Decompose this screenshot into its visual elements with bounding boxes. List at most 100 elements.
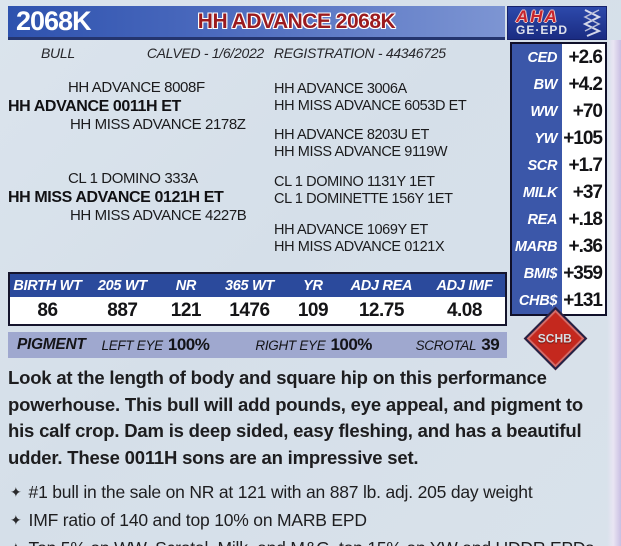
cell-value: 4.08: [446, 299, 482, 321]
highlight-text: IMF ratio of 140 and top 10% on MARB EPD: [28, 510, 367, 530]
sire-group: HH ADVANCE 8008F HH ADVANCE 0011H ET HH …: [8, 79, 270, 134]
epd-label: MILK: [512, 179, 563, 206]
cell-value: 1476: [229, 299, 270, 321]
highlight-text: #1 bull in the sale on NR at 121 with an…: [28, 482, 533, 502]
ancestor-name: HH MISS ADVANCE 9119W: [274, 143, 448, 160]
dam-name: HH MISS ADVANCE 0121H ET: [8, 189, 224, 206]
epd-label: YW: [512, 125, 563, 152]
cell-value: 121: [170, 299, 202, 321]
column-header: 205 WT: [97, 277, 147, 294]
ancestor-pair: HH ADVANCE 8203U ET HH MISS ADVANCE 9119…: [274, 127, 507, 160]
epd-label: SCR: [512, 152, 563, 179]
schb-diamond-badge: SCHB: [523, 306, 588, 371]
geepd-logo-text: GE·EPD: [516, 23, 569, 37]
ancestor-name: HH MISS ADVANCE 0121X: [274, 238, 445, 255]
performance-table: BIRTH WT 205 WT NR 365 WT YR ADJ REA ADJ…: [8, 272, 508, 326]
ancestor-name: CL 1 DOMINO 1131Y 1ET: [274, 174, 435, 190]
dna-helix-icon: [582, 9, 602, 37]
aha-geepd-logo: AHA GE·EPD: [507, 6, 607, 40]
epd-table: CED +2.6 BW +4.2 WW +70 YW +105 SCR +1: [510, 42, 607, 316]
right-eye-value: 100%: [330, 335, 372, 354]
epd-value: +105: [563, 127, 603, 149]
dam-group: CL 1 DOMINO 333A HH MISS ADVANCE 0121H E…: [8, 170, 270, 225]
pedigree-ancestors-column: HH ADVANCE 3006A HH MISS ADVANCE 6053D E…: [270, 64, 507, 262]
header-bar: 2068K HH ADVANCE 2068K: [8, 6, 505, 40]
left-eye-value: 100%: [167, 335, 210, 354]
pigment-title: PIGMENT: [17, 336, 86, 353]
sex-label: BULL: [41, 45, 75, 61]
schb-badge-label: SCHB: [538, 331, 573, 346]
highlights-list: ✦ #1 bull in the sale on NR at 121 with …: [8, 478, 607, 546]
cell-value: 887: [107, 299, 138, 321]
epd-value: +131: [563, 289, 603, 311]
cell-value: 86: [37, 299, 58, 321]
sire-dam-name: HH MISS ADVANCE 2178Z: [70, 116, 246, 133]
epd-value: +1.7: [568, 154, 603, 176]
epd-label: REA: [512, 206, 563, 233]
epd-label: MARB: [512, 233, 563, 260]
column-header: BIRTH WT: [13, 277, 82, 294]
epd-value: +37: [572, 181, 603, 203]
epd-label: WW: [512, 98, 563, 125]
sale-description: Look at the length of body and square hi…: [8, 367, 583, 468]
ancestor-name: HH MISS ADVANCE 6053D ET: [274, 97, 467, 114]
epd-row: MILK +37: [512, 179, 605, 206]
column-header: NR: [175, 277, 197, 294]
epd-value: +.36: [568, 235, 603, 257]
epd-row: CED +2.6: [512, 44, 605, 71]
performance-values-row: 86 887 121 1476 109 12.75 4.08: [10, 297, 505, 324]
ancestor-name: HH ADVANCE 1069Y ET: [274, 222, 428, 238]
epd-value: +4.2: [568, 73, 603, 95]
star-bullet-icon: ✦: [10, 534, 22, 546]
epd-value: +2.6: [568, 46, 603, 68]
main-section: BULL CALVED - 1/6/2022 REGISTRATION - 44…: [8, 42, 607, 371]
highlight-text: Top 5% on WW, Scrotal, Milk, and M&G, to…: [29, 534, 595, 546]
list-item: ✦ Top 5% on WW, Scrotal, Milk, and M&G, …: [8, 534, 607, 546]
cell-value: 109: [297, 299, 329, 321]
column-header: 365 WT: [224, 277, 274, 294]
pigment-bar: PIGMENT LEFT EYE 100% RIGHT EYE 100% SCR…: [8, 332, 508, 358]
left-column: BULL CALVED - 1/6/2022 REGISTRATION - 44…: [8, 42, 508, 358]
epd-label: BW: [512, 71, 563, 98]
dam-dam-name: HH MISS ADVANCE 4227B: [70, 207, 247, 224]
epd-row: REA +.18: [512, 206, 605, 233]
ancestor-pair: CL 1 DOMINO 1131Y 1ET CL 1 DOMINETTE 156…: [274, 174, 507, 207]
ancestor-name: HH ADVANCE 3006A: [274, 81, 407, 97]
ancestor-pair: HH ADVANCE 1069Y ET HH MISS ADVANCE 0121…: [274, 222, 507, 255]
sire-name: HH ADVANCE 0011H ET: [8, 98, 181, 115]
list-item: ✦ IMF ratio of 140 and top 10% on MARB E…: [8, 506, 607, 534]
column-header: ADJ REA: [350, 277, 413, 294]
pedigree: HH ADVANCE 8008F HH ADVANCE 0011H ET HH …: [8, 64, 507, 262]
epd-row: BW +4.2: [512, 71, 605, 98]
epd-row: SCR +1.7: [512, 152, 605, 179]
performance-header-row: BIRTH WT 205 WT NR 365 WT YR ADJ REA ADJ…: [10, 274, 506, 297]
registration-number: REGISTRATION - 44346725: [273, 45, 446, 61]
cell-value: 12.75: [358, 299, 405, 321]
epd-sidebar: CED +2.6 BW +4.2 WW +70 YW +105 SCR +1: [510, 42, 607, 371]
right-eye-label: RIGHT EYE: [255, 337, 326, 353]
ancestor-pair: HH ADVANCE 3006A HH MISS ADVANCE 6053D E…: [274, 81, 507, 114]
column-header: YR: [303, 277, 323, 294]
scrotal-value: 39: [481, 335, 500, 354]
epd-row: YW +105: [512, 125, 605, 152]
scrotal-label: SCROTAL: [415, 337, 477, 353]
bull-name-title: HH ADVANCE 2068K: [197, 10, 396, 33]
header: 2068K HH ADVANCE 2068K AHA GE·EPD: [8, 6, 607, 40]
aha-logo-text: AHA: [516, 7, 559, 26]
epd-value: +70: [572, 100, 603, 122]
ancestor-name: HH ADVANCE 8203U ET: [274, 127, 429, 143]
epd-row: MARB +.36: [512, 233, 605, 260]
list-item: ✦ #1 bull in the sale on NR at 121 with …: [8, 478, 607, 506]
left-eye-label: LEFT EYE: [101, 337, 164, 353]
animal-info-row: BULL CALVED - 1/6/2022 REGISTRATION - 44…: [8, 42, 507, 64]
epd-label: CED: [512, 44, 563, 71]
epd-label: BMI$: [512, 260, 563, 287]
pedigree-parents-column: HH ADVANCE 8008F HH ADVANCE 0011H ET HH …: [8, 64, 270, 262]
dam-sire-name: CL 1 DOMINO 333A: [68, 170, 198, 187]
star-bullet-icon: ✦: [10, 484, 22, 500]
page-edge-gradient: [607, 40, 621, 546]
ancestor-name: CL 1 DOMINETTE 156Y 1ET: [274, 190, 453, 207]
epd-row: WW +70: [512, 98, 605, 125]
column-header: ADJ IMF: [436, 277, 493, 294]
